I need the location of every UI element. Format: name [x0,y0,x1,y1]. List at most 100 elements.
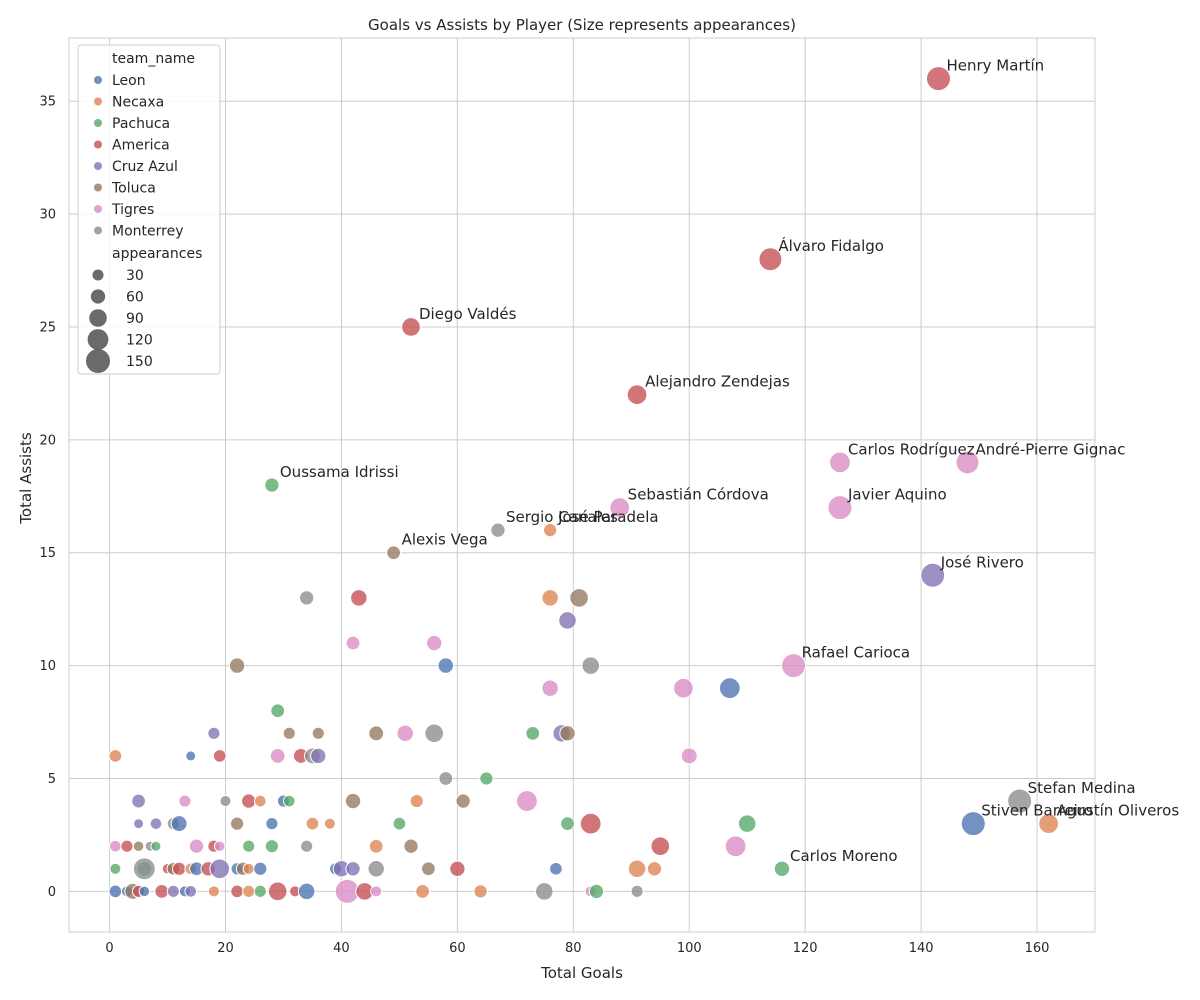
legend-size-marker [86,349,110,373]
data-point [108,884,123,899]
legend-size-entry: 30 [126,268,144,284]
data-point [955,450,980,475]
data-point [525,725,541,741]
player-annotation: Oussama Idrissi [280,463,399,481]
player-annotation: Sebastián Córdova [628,486,769,504]
legend-marker [94,162,102,170]
legend-size-marker [87,329,109,350]
data-point [579,812,602,835]
legend-entry: Monterrey [112,224,183,240]
data-point [829,451,851,474]
plot-area [68,37,1096,933]
data-point [350,589,368,607]
x-tick-label: 100 [677,941,702,956]
legend-marker [94,183,102,192]
data-point [154,883,170,899]
data-point [132,840,145,852]
data-point [609,497,631,518]
data-point [253,794,267,808]
player-annotation: Rafael Carioca [802,644,911,662]
legend-entry: Toluca [111,181,156,197]
data-point [449,860,466,877]
legend-entry: Leon [112,73,146,89]
data-point [415,883,430,899]
points-layer [108,66,1059,904]
data-point [219,795,232,808]
data-point [773,860,791,877]
data-point [473,884,488,899]
player-annotation: Carlos Moreno [790,847,898,865]
data-point [108,749,123,763]
data-point [229,816,245,831]
data-point [132,857,156,881]
chart-title: Goals vs Assists by Player (Size represe… [368,16,796,34]
data-point [920,562,946,588]
legend-size-title: appearances [112,246,202,262]
data-point [178,794,192,808]
data-point [781,653,807,679]
data-point [560,816,575,832]
data-point [188,838,205,854]
player-annotation: Álvaro Fidalgo [778,236,884,255]
data-point [646,861,663,877]
data-point [265,817,279,831]
x-tick-label: 80 [565,941,582,956]
player-annotation: Diego Valdés [419,305,517,323]
x-axis-label: Total Goals [540,964,623,982]
data-point [368,725,385,742]
data-point [345,861,361,877]
data-point [386,545,401,561]
y-tick-label: 30 [39,208,56,223]
data-point [242,862,255,875]
data-point [409,793,424,809]
y-tick-label: 20 [39,433,56,448]
data-point [516,790,538,812]
data-point [133,818,145,830]
legend-size-marker [90,289,106,304]
x-tick-label: 120 [793,941,818,956]
player-annotation: José Paradela [557,508,658,526]
x-tick-label: 40 [333,941,350,956]
player-annotation: Carlos Rodríguez [848,440,975,458]
data-point [370,885,383,898]
player-annotation: José Rivero [940,553,1024,571]
data-point [253,884,267,898]
data-point [185,750,197,762]
data-point [925,66,951,92]
data-point [207,885,220,898]
data-point [282,794,296,808]
legend-marker [94,140,102,149]
player-annotation: André-Pierre Gignac [975,440,1125,458]
y-tick-label: 15 [39,546,56,561]
legend-size-entry: 90 [126,311,144,327]
player-annotation: Stefan Medina [1028,779,1136,797]
legend-frame [77,44,221,375]
x-tick-label: 140 [909,941,934,956]
data-point [172,861,187,876]
data-point [543,523,558,538]
legend-entry: Necaxa [112,95,164,111]
x-tick-label: 160 [1025,941,1050,956]
data-point [311,726,325,740]
data-point [230,884,244,899]
data-point [403,838,419,854]
legend-marker [94,205,102,213]
data-point [242,884,256,898]
y-tick-label: 35 [39,95,56,110]
data-point [138,885,151,898]
data-point [344,792,362,810]
data-point [242,839,256,853]
data-point [424,723,444,744]
legend-entry: America [112,138,170,154]
data-point [1007,788,1033,814]
data-point [650,836,671,857]
data-point [401,317,421,337]
data-point [131,793,146,809]
player-annotation: Stiven Barreiro [981,802,1093,820]
data-point [630,884,644,898]
data-point [724,835,747,858]
data-point [149,817,163,830]
data-point [718,677,741,700]
data-point [455,793,471,809]
legend-size-marker [92,269,104,281]
